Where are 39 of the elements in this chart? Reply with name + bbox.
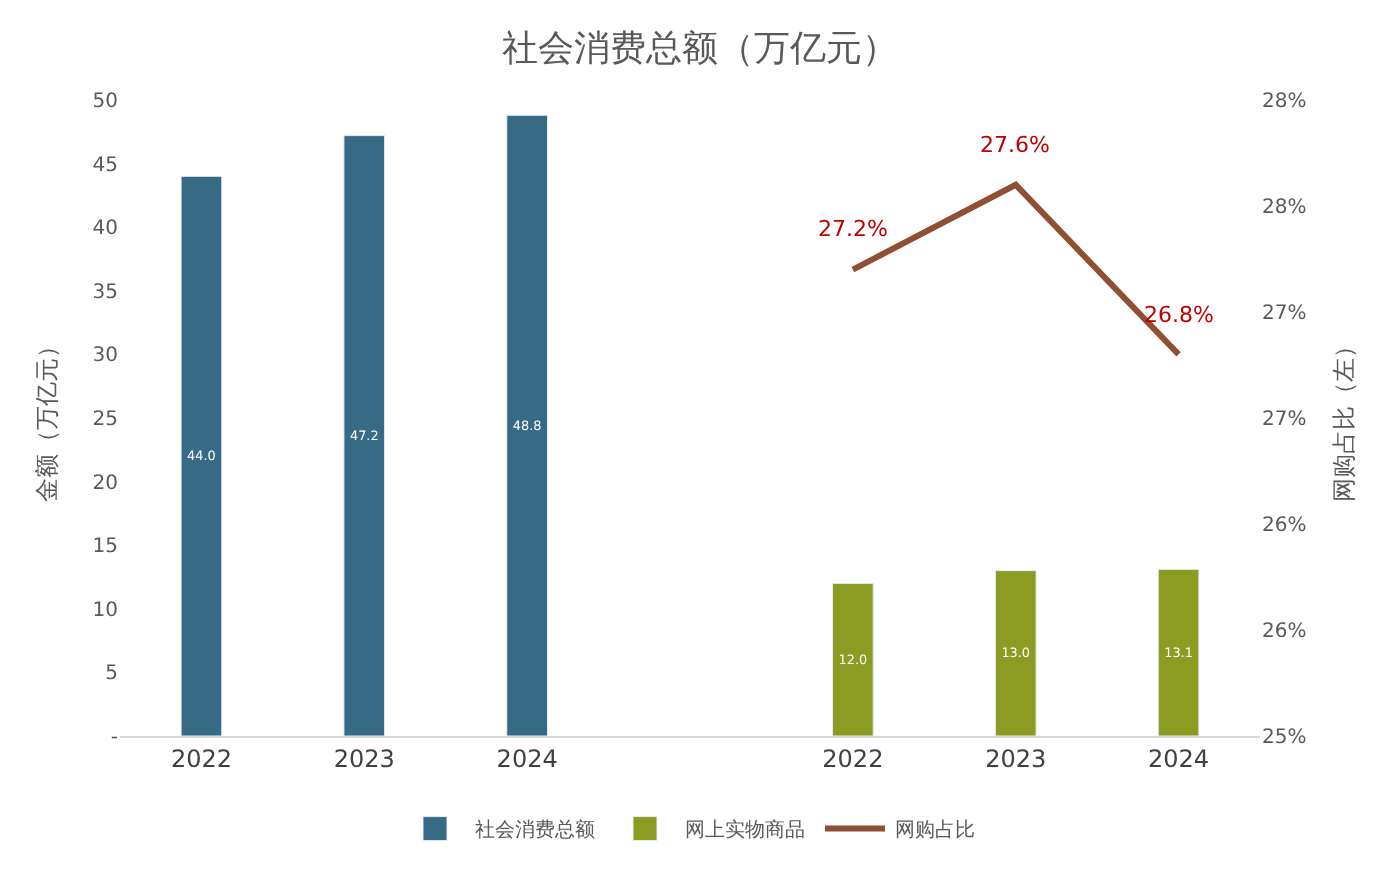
y-tick-label: 40 xyxy=(92,218,118,241)
y2-tick-label: 27% xyxy=(1262,303,1307,325)
y2-tick-label: 26% xyxy=(1262,621,1307,643)
y-tick-label: 10 xyxy=(92,599,118,622)
bar xyxy=(506,114,548,736)
y2-tick-label: 28% xyxy=(1262,91,1307,113)
data-label: 27.2% xyxy=(818,216,888,242)
bar xyxy=(343,135,386,736)
y-tick-label: - xyxy=(110,727,119,749)
y-tick-label: 35 xyxy=(92,281,118,304)
data-label: 27.6% xyxy=(980,132,1050,158)
x-tick-label: 2022 xyxy=(822,744,884,773)
y-axis-title: 金额（万亿元） xyxy=(33,334,62,502)
y-tick-label: 50 xyxy=(92,91,118,113)
x-tick-label: 2023 xyxy=(333,744,395,773)
y-tick-label: 45 xyxy=(92,154,118,177)
chart-title: 社会消费总额（万亿元） xyxy=(502,28,898,71)
bar xyxy=(180,175,223,736)
x-tick-label: 2022 xyxy=(170,744,232,773)
x-tick-label: 2024 xyxy=(496,744,558,773)
data-label: 26.8% xyxy=(1144,302,1214,328)
y-tick-label: 20 xyxy=(92,472,118,495)
x-tick-label: 2024 xyxy=(1148,744,1210,773)
y2-tick-label: 26% xyxy=(1262,515,1307,537)
y-tick-label: 5 xyxy=(105,663,118,686)
y2-axis-title: 网购占比（左） xyxy=(1330,334,1359,502)
bar xyxy=(832,582,874,736)
legend-label: 社会消费总额 xyxy=(475,818,595,843)
legend-label: 网上实物商品 xyxy=(685,818,805,843)
bar xyxy=(994,570,1037,736)
y-tick-label: 25 xyxy=(92,409,118,431)
y-tick-label: 15 xyxy=(92,536,118,559)
y2-tick-label: 25% xyxy=(1262,727,1307,749)
y2-tick-label: 27% xyxy=(1262,409,1307,431)
y-tick-label: 30 xyxy=(92,345,118,368)
bar xyxy=(1157,568,1200,736)
x-tick-label: 2023 xyxy=(985,744,1047,773)
legend-label: 网购占比 xyxy=(895,818,975,843)
y2-tick-label: 28% xyxy=(1262,197,1307,219)
